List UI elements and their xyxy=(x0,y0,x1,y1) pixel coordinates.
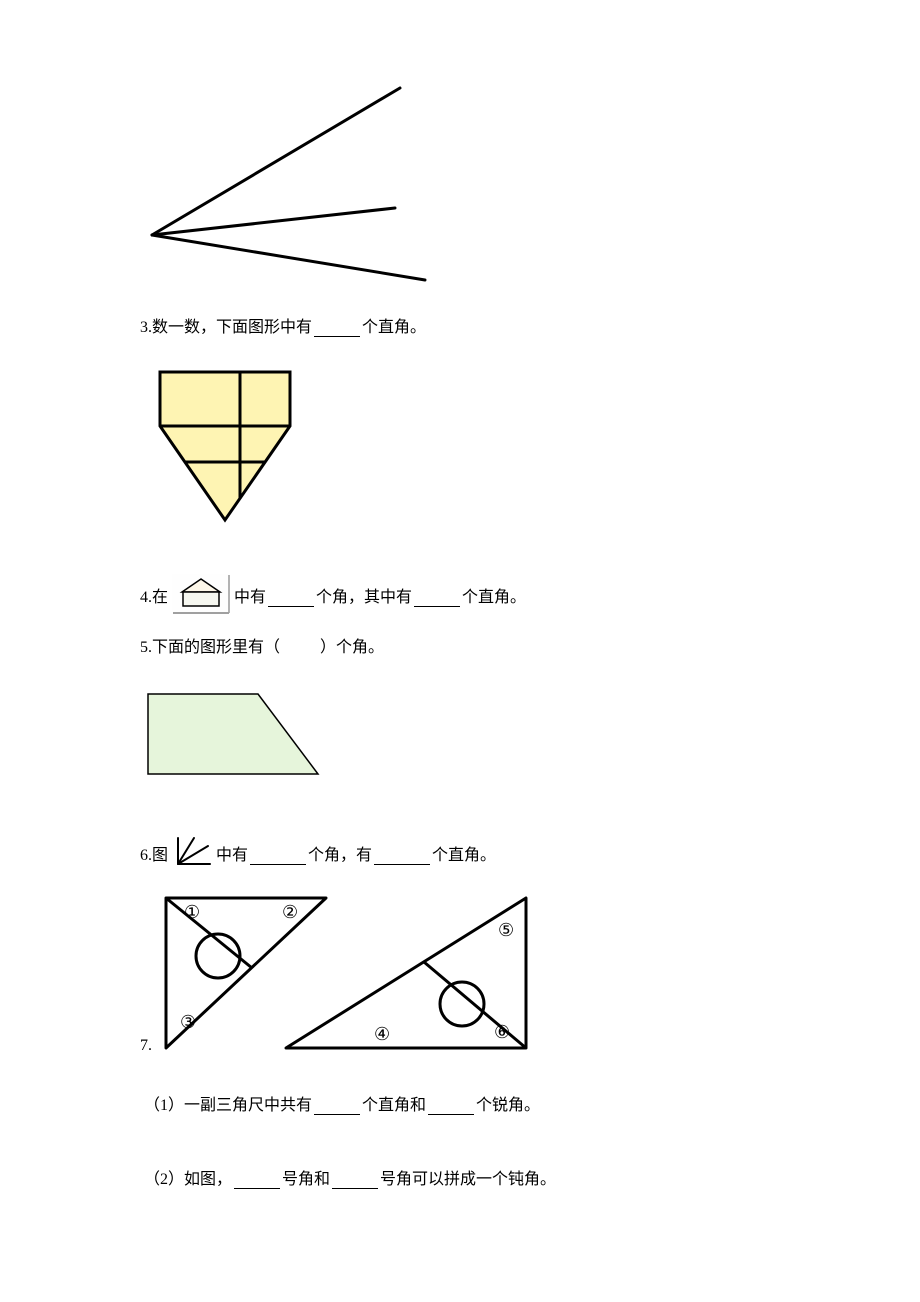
worksheet-page: 3.数一数，下面图形中有 个直角。 4.在 中有 个角，其中 xyxy=(0,80,920,1192)
q7-s1-blank-1[interactable] xyxy=(314,1097,360,1115)
q6-t1: 6.图 xyxy=(140,844,168,868)
q7-s1-mid: 个直角和 xyxy=(362,1094,426,1118)
question-5: 5.下面的图形里有（ ）个角。 xyxy=(140,636,780,660)
q7-s2-after: 号角可以拼成一个钝角。 xyxy=(380,1168,556,1192)
q7-s2-before: （2）如图， xyxy=(144,1168,232,1192)
q7-s2-blank-1[interactable] xyxy=(234,1171,280,1189)
q3-shape-svg xyxy=(140,366,310,526)
figure-three-rays xyxy=(140,80,780,298)
figure-q7-set-squares: ① ② ③ ④ ⑤ ⑥ xyxy=(156,888,536,1066)
q6-blank-2[interactable] xyxy=(374,847,430,865)
angle-label-2: ② xyxy=(282,902,298,922)
q6-blank-1[interactable] xyxy=(250,847,306,865)
angle-label-1: ① xyxy=(184,902,200,922)
q7-s1-blank-2[interactable] xyxy=(428,1097,474,1115)
angle-label-5: ⑤ xyxy=(498,920,514,940)
q3-blank[interactable] xyxy=(314,319,360,337)
q7-s1-after: 个锐角。 xyxy=(476,1094,540,1118)
q6-angle-icon xyxy=(172,834,212,878)
q4-t2: 中有 xyxy=(234,586,266,610)
q6-t2: 中有 xyxy=(216,844,248,868)
q4-t4: 个直角。 xyxy=(462,586,526,610)
question-3: 3.数一数，下面图形中有 个直角。 xyxy=(140,316,780,340)
q5-shape-svg xyxy=(140,686,330,786)
angle-label-6: ⑥ xyxy=(494,1022,510,1042)
q6-t4: 个直角。 xyxy=(432,844,496,868)
angle-label-3: ③ xyxy=(180,1012,196,1032)
q4-blank-1[interactable] xyxy=(268,589,314,607)
question-6: 6.图 中有 个角，有 个直角。 xyxy=(140,834,780,878)
q4-t1: 4.在 xyxy=(140,586,168,610)
q4-blank-2[interactable] xyxy=(414,589,460,607)
q5-t2: ）个角。 xyxy=(320,636,384,660)
q7-s1-before: （1）一副三角尺中共有 xyxy=(144,1094,312,1118)
angle-label-4: ④ xyxy=(374,1024,390,1044)
q7-s2-blank-2[interactable] xyxy=(332,1171,378,1189)
q7-s2-mid: 号角和 xyxy=(282,1168,330,1192)
question-7-sub1: （1）一副三角尺中共有 个直角和 个锐角。 xyxy=(144,1094,780,1118)
q5-t1: 5.下面的图形里有（ xyxy=(140,636,280,660)
rays-svg xyxy=(140,80,440,290)
q3-text-before: 3.数一数，下面图形中有 xyxy=(140,316,312,340)
q4-t3: 个角，其中有 xyxy=(316,586,412,610)
figure-q5-trapezoid xyxy=(140,686,780,794)
q3-text-after: 个直角。 xyxy=(362,316,426,340)
figure-q3-shape xyxy=(140,366,780,534)
q4-house-icon xyxy=(172,574,230,622)
q6-t3: 个角，有 xyxy=(308,844,372,868)
question-4: 4.在 中有 个角，其中有 个直角。 xyxy=(140,574,780,622)
q7-label: 7. xyxy=(140,1034,152,1058)
question-7-row: 7. ① ② ③ ④ ⑤ ⑥ xyxy=(140,888,780,1066)
question-7-sub2: （2）如图， 号角和 号角可以拼成一个钝角。 xyxy=(144,1168,780,1192)
